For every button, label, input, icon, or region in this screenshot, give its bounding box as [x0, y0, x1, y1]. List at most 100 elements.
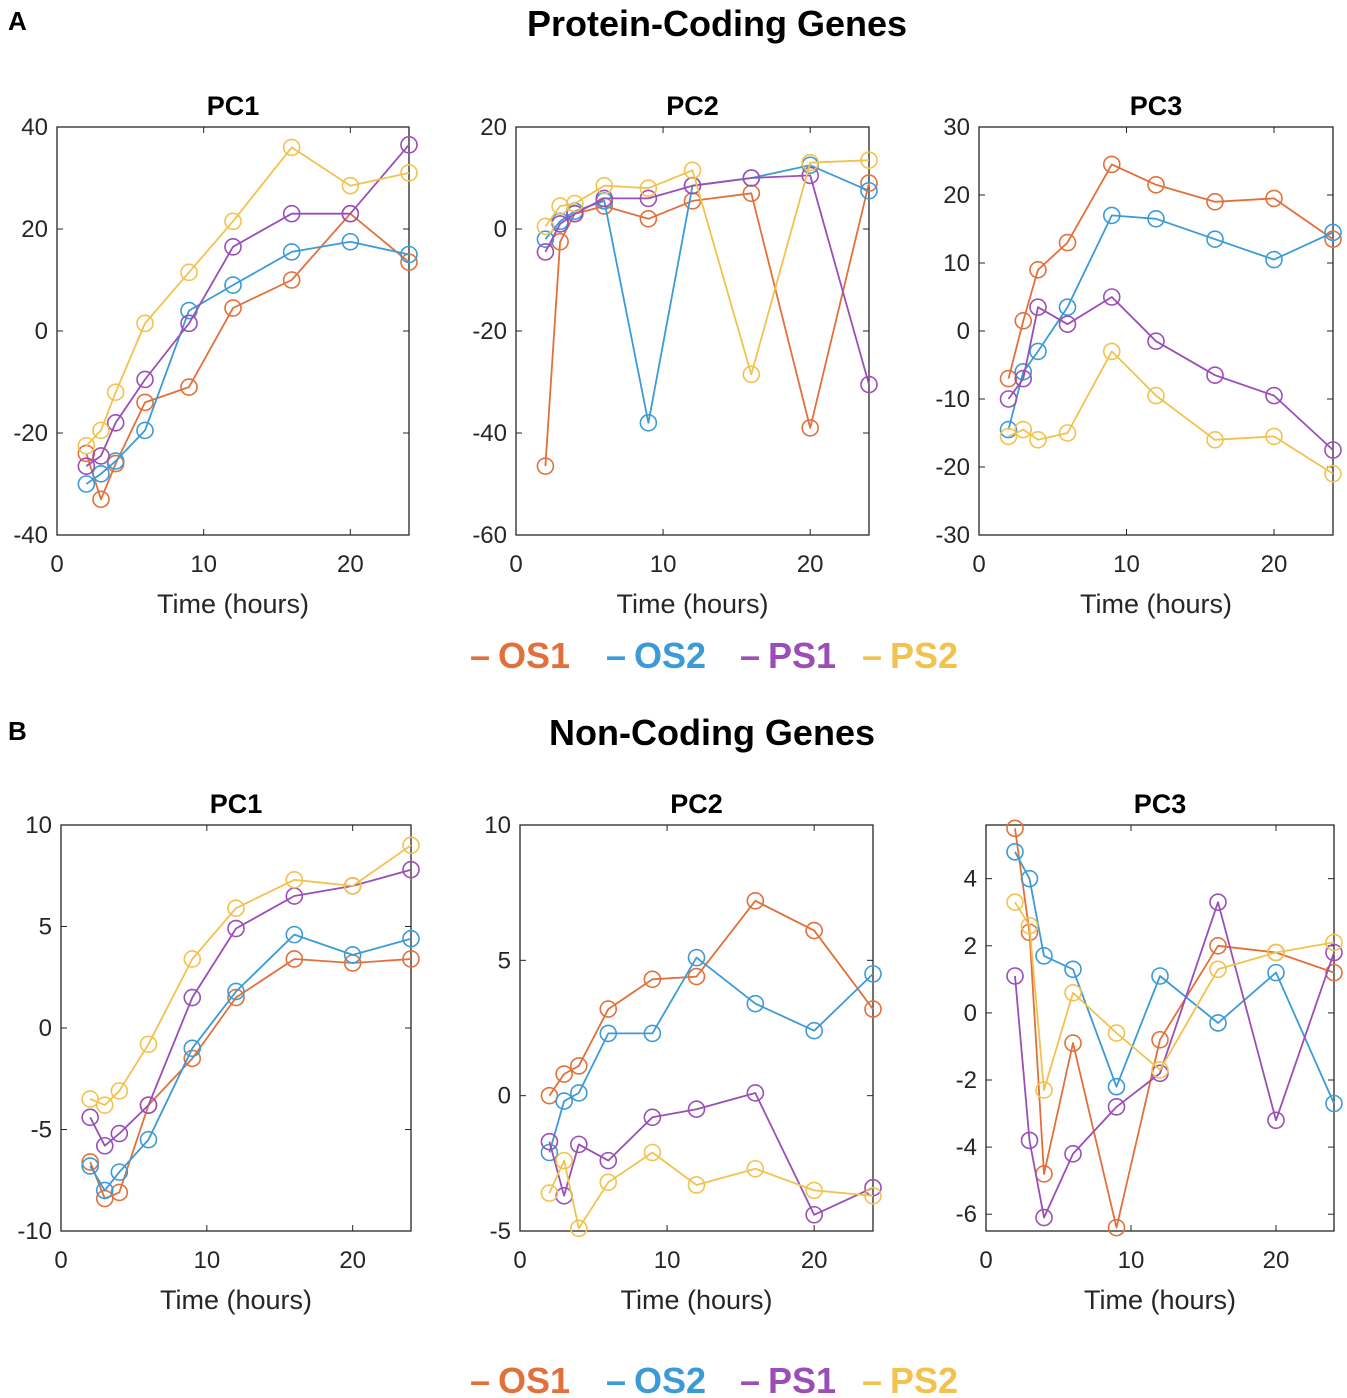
data-point-ps2: [183, 950, 202, 968]
y-tick-label: -60: [472, 522, 507, 549]
y-tick-label: 10: [484, 812, 511, 839]
legend-entry-ps2: – PS2: [862, 1360, 958, 1398]
x-tick-label: 10: [190, 551, 217, 578]
data-point-ps2: [95, 1096, 114, 1114]
data-point-ps2: [1324, 464, 1342, 483]
x-tick-label: 20: [339, 1247, 366, 1274]
data-point-ps2: [110, 1082, 129, 1100]
data-point-os2: [285, 925, 304, 944]
data-point-ps1: [566, 204, 584, 223]
series-line-os1: [85, 212, 410, 501]
data-point-os2: [95, 1181, 114, 1200]
data-point-ps1: [536, 243, 555, 261]
data-point-ps2: [570, 1219, 588, 1238]
data-point-os2: [341, 232, 360, 251]
data-point-os2: [999, 420, 1018, 439]
data-point-os1: [1058, 233, 1077, 252]
y-tick-label: -20: [13, 420, 48, 447]
data-point-os2: [81, 1157, 99, 1175]
data-point-ps2: [227, 899, 245, 918]
x-tick-label: 0: [509, 551, 522, 578]
data-point-os2: [139, 1130, 158, 1149]
data-point-ps2: [555, 1151, 573, 1170]
x-axis-label: Time (hours): [160, 1285, 312, 1315]
data-point-ps1: [540, 1132, 559, 1151]
data-point-os2: [639, 413, 658, 432]
plot-b-pc3: PC3 0 10 20 -6 -4 -2 0 2 4 Time (hours): [956, 789, 1343, 1315]
series-line-ps2: [1014, 901, 1335, 1091]
data-point-ps1: [742, 169, 761, 187]
y-tick-label: 5: [498, 947, 511, 974]
data-point-ps2: [1147, 386, 1165, 405]
data-point-ps2: [1151, 1061, 1169, 1079]
data-point-os1: [285, 950, 304, 968]
plot-title: PC3: [1134, 789, 1187, 819]
axes-box: [985, 824, 1335, 1232]
data-point-ps1: [595, 189, 614, 208]
data-point-os1: [1064, 1034, 1082, 1052]
data-point-ps2: [1006, 893, 1024, 911]
data-point-ps2: [224, 212, 242, 231]
y-tick-label: -5: [31, 1117, 52, 1144]
x-tick-label: 20: [797, 551, 824, 578]
plot-title: PC3: [1130, 91, 1183, 121]
data-point-ps1: [1209, 893, 1227, 911]
data-point-os2: [402, 929, 420, 948]
data-point-ps2: [341, 176, 360, 195]
data-point-ps1: [687, 1100, 706, 1118]
data-point-os2: [746, 994, 765, 1013]
data-point-os2: [1020, 869, 1039, 888]
data-point-ps1: [639, 189, 658, 208]
y-tick-label: -4: [956, 1134, 977, 1161]
y-tick-label: 5: [39, 914, 52, 941]
axes-box: [519, 824, 874, 1232]
data-point-os2: [1035, 947, 1053, 965]
data-point-os2: [1029, 342, 1047, 361]
data-point-os1: [227, 988, 245, 1007]
data-point-ps2: [540, 1184, 559, 1202]
y-tick-label: -2: [956, 1067, 977, 1094]
y-tick-label: -5: [490, 1218, 511, 1245]
data-point-ps2: [282, 138, 301, 157]
data-point-ps1: [1206, 366, 1224, 385]
plot-title: PC2: [666, 91, 719, 121]
data-point-os1: [551, 232, 569, 251]
series-line-os2: [85, 240, 410, 485]
data-point-os1: [1209, 936, 1227, 955]
data-point-ps2: [1029, 430, 1047, 449]
x-tick-label: 20: [801, 1247, 828, 1274]
x-axis-label: Time (hours): [1080, 589, 1232, 619]
data-point-ps2: [1206, 430, 1224, 449]
data-point-ps1: [1265, 386, 1283, 405]
legend-a: – OS1 – OS2 – PS1 – PS2: [470, 635, 958, 676]
data-point-ps2: [639, 179, 658, 197]
legend-entry-ps2: – PS2: [862, 635, 958, 676]
data-point-ps1: [1014, 369, 1033, 388]
data-point-ps1: [180, 314, 198, 333]
data-point-ps2: [402, 836, 420, 855]
x-tick-label: 10: [650, 551, 677, 578]
data-point-ps2: [643, 1143, 662, 1162]
data-point-os2: [92, 464, 110, 483]
series-line-os2: [1007, 214, 1334, 430]
data-point-os1: [1325, 963, 1343, 982]
data-point-os1: [555, 1065, 573, 1083]
data-point-ps2: [1102, 342, 1121, 361]
series-line-os2: [548, 956, 874, 1153]
data-point-ps2: [180, 263, 198, 282]
data-point-os1: [1324, 230, 1342, 248]
panel-letter-a: A: [8, 6, 27, 36]
data-point-ps1: [551, 215, 569, 233]
data-point-ps2: [81, 1090, 99, 1108]
data-point-ps1: [136, 370, 154, 389]
data-point-ps2: [999, 427, 1018, 446]
data-point-os2: [643, 1024, 662, 1043]
data-point-os1: [805, 921, 823, 940]
data-point-ps1: [746, 1084, 765, 1102]
plot-a-pc3: PC3 0 10 20 -30 -20 -10 0 10 20 30 Time (hours): [935, 91, 1342, 619]
data-point-os1: [746, 891, 765, 910]
data-point-os2: [343, 946, 362, 964]
data-point-ps1: [341, 204, 360, 223]
plot-title: PC2: [670, 789, 723, 819]
